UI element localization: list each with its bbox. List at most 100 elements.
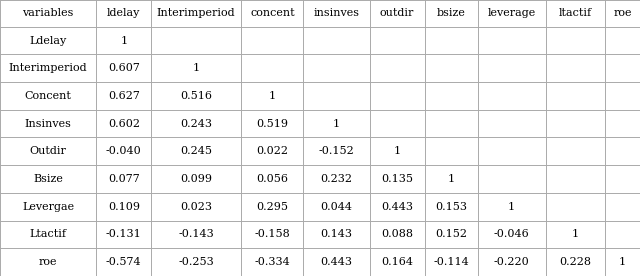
Bar xyxy=(0,27,96,54)
Bar xyxy=(241,54,303,82)
Bar xyxy=(369,27,424,54)
Text: bsize: bsize xyxy=(436,8,465,18)
Bar xyxy=(303,165,369,193)
Text: 0.607: 0.607 xyxy=(108,63,140,73)
Text: -0.574: -0.574 xyxy=(106,257,141,267)
Text: 1: 1 xyxy=(394,146,401,156)
Text: 1: 1 xyxy=(193,63,200,73)
Text: ldelay: ldelay xyxy=(107,8,140,18)
Bar xyxy=(424,165,477,193)
Text: roe: roe xyxy=(39,257,58,267)
Bar xyxy=(96,248,151,276)
Text: insinves: insinves xyxy=(314,8,360,18)
Text: 0.245: 0.245 xyxy=(180,146,212,156)
Bar xyxy=(241,27,303,54)
Text: -0.131: -0.131 xyxy=(106,229,141,240)
Bar xyxy=(369,165,424,193)
Bar xyxy=(303,137,369,165)
Bar xyxy=(241,0,303,27)
Bar xyxy=(241,221,303,248)
Text: 0.243: 0.243 xyxy=(180,119,212,129)
Bar xyxy=(369,54,424,82)
Text: Levergae: Levergae xyxy=(22,202,74,212)
Bar xyxy=(151,27,241,54)
Text: 0.077: 0.077 xyxy=(108,174,140,184)
Bar xyxy=(96,27,151,54)
Text: concent: concent xyxy=(250,8,294,18)
Bar xyxy=(424,137,477,165)
Text: Interimperiod: Interimperiod xyxy=(9,63,88,73)
Text: 0.627: 0.627 xyxy=(108,91,140,101)
Text: 1: 1 xyxy=(333,119,340,129)
Text: 0.023: 0.023 xyxy=(180,202,212,212)
Text: Insinves: Insinves xyxy=(25,119,72,129)
Bar xyxy=(151,82,241,110)
Bar xyxy=(0,137,96,165)
Bar xyxy=(605,0,640,27)
Bar xyxy=(605,248,640,276)
Bar xyxy=(424,193,477,221)
Bar xyxy=(545,110,605,137)
Bar xyxy=(545,27,605,54)
Bar xyxy=(369,193,424,221)
Bar xyxy=(0,193,96,221)
Text: 0.443: 0.443 xyxy=(321,257,353,267)
Bar xyxy=(545,221,605,248)
Bar xyxy=(241,193,303,221)
Bar xyxy=(477,137,545,165)
Text: 0.152: 0.152 xyxy=(435,229,467,240)
Text: Outdir: Outdir xyxy=(29,146,67,156)
Bar xyxy=(477,27,545,54)
Text: 1: 1 xyxy=(508,202,515,212)
Text: 0.099: 0.099 xyxy=(180,174,212,184)
Text: 0.228: 0.228 xyxy=(559,257,591,267)
Text: -0.114: -0.114 xyxy=(433,257,469,267)
Bar xyxy=(0,165,96,193)
Text: -0.158: -0.158 xyxy=(255,229,290,240)
Bar xyxy=(303,82,369,110)
Text: 0.519: 0.519 xyxy=(257,119,289,129)
Bar xyxy=(96,54,151,82)
Bar xyxy=(303,0,369,27)
Bar xyxy=(241,248,303,276)
Bar xyxy=(477,0,545,27)
Text: 1: 1 xyxy=(447,174,454,184)
Bar xyxy=(605,193,640,221)
Bar xyxy=(545,0,605,27)
Text: 0.164: 0.164 xyxy=(381,257,413,267)
Bar xyxy=(424,82,477,110)
Text: 1: 1 xyxy=(120,36,127,46)
Bar xyxy=(96,110,151,137)
Bar xyxy=(369,110,424,137)
Text: Bsize: Bsize xyxy=(33,174,63,184)
Bar xyxy=(545,54,605,82)
Text: 0.135: 0.135 xyxy=(381,174,413,184)
Text: -0.334: -0.334 xyxy=(255,257,290,267)
Bar xyxy=(477,248,545,276)
Bar xyxy=(151,110,241,137)
Bar xyxy=(605,54,640,82)
Bar xyxy=(605,221,640,248)
Text: 1: 1 xyxy=(269,91,276,101)
Bar xyxy=(477,193,545,221)
Text: variables: variables xyxy=(22,8,74,18)
Text: Interimperiod: Interimperiod xyxy=(157,8,236,18)
Bar xyxy=(303,110,369,137)
Bar xyxy=(151,165,241,193)
Text: 0.602: 0.602 xyxy=(108,119,140,129)
Bar xyxy=(545,248,605,276)
Bar xyxy=(424,0,477,27)
Bar xyxy=(0,54,96,82)
Bar xyxy=(369,0,424,27)
Text: Concent: Concent xyxy=(25,91,72,101)
Bar xyxy=(303,54,369,82)
Text: ltactif: ltactif xyxy=(559,8,592,18)
Bar xyxy=(477,165,545,193)
Bar xyxy=(241,110,303,137)
Text: 0.232: 0.232 xyxy=(321,174,353,184)
Bar xyxy=(151,248,241,276)
Bar xyxy=(96,82,151,110)
Text: Ltactif: Ltactif xyxy=(29,229,67,240)
Bar xyxy=(241,165,303,193)
Text: -0.143: -0.143 xyxy=(179,229,214,240)
